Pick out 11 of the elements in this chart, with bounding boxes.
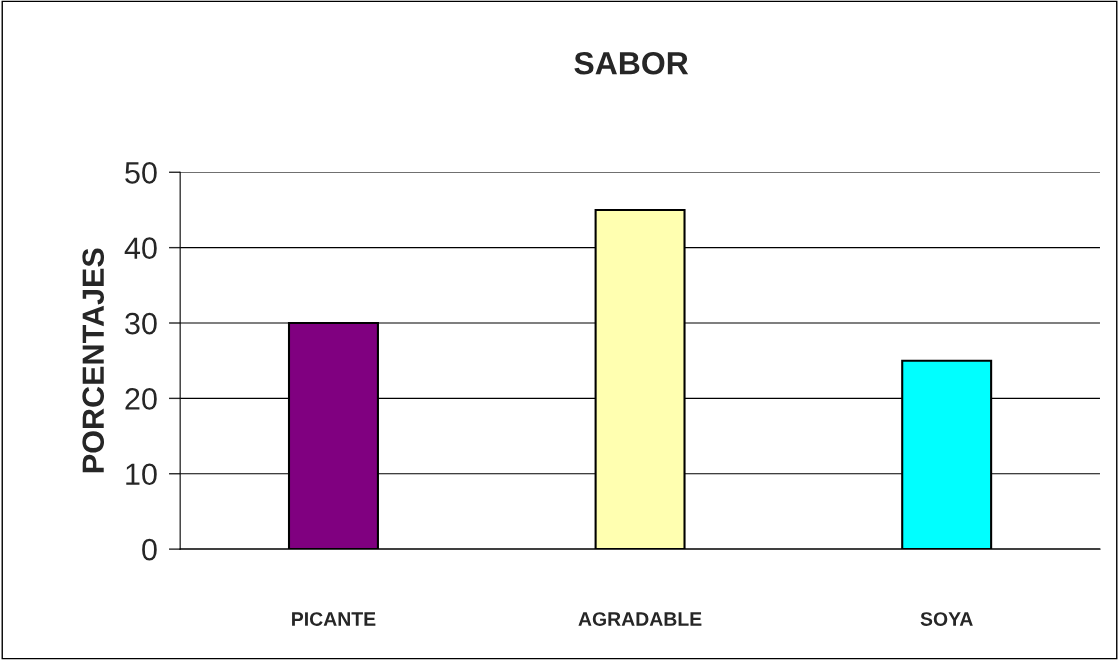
y-tick-label: 40 bbox=[124, 237, 157, 259]
x-tick-label: SOYA bbox=[920, 612, 973, 626]
y-tick-label: 20 bbox=[125, 388, 157, 410]
chart-title: SABOR bbox=[574, 51, 689, 75]
x-tick-label: PICANTE bbox=[292, 612, 376, 626]
y-axis-title: PORCENTAJES bbox=[82, 248, 105, 473]
y-tick-label: 50 bbox=[125, 162, 157, 184]
y-tick-label: 10 bbox=[126, 463, 157, 486]
y-tick-label: 30 bbox=[125, 312, 157, 335]
y-tick-label: 0 bbox=[142, 538, 157, 561]
x-tick-label: AGRADABLE bbox=[578, 612, 702, 626]
